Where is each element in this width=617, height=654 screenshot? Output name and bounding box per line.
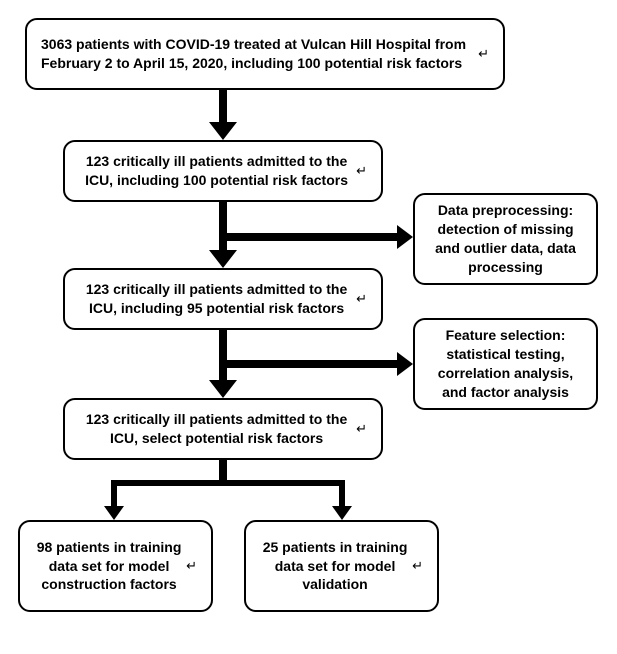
return-symbol: ↵ xyxy=(356,162,367,180)
node-text: Data preprocessing: detection of missing… xyxy=(429,201,582,277)
node-text: 123 critically ill patients admitted to … xyxy=(79,280,354,318)
node-text: 123 critically ill patients admitted to … xyxy=(79,152,354,190)
node-text: 3063 patients with COVID-19 treated at V… xyxy=(41,35,476,73)
edge-arrowhead xyxy=(209,380,237,398)
return-symbol: ↵ xyxy=(412,557,423,575)
edge-arrowhead xyxy=(209,250,237,268)
return-symbol: ↵ xyxy=(356,290,367,308)
edge-line xyxy=(219,202,227,252)
edge-line xyxy=(339,480,345,508)
node-training-construction: 98 patients in training data set for mod… xyxy=(18,520,213,612)
edge-branch-arrowhead xyxy=(397,352,413,376)
edge-line xyxy=(219,460,227,482)
node-text: 123 critically ill patients admitted to … xyxy=(79,410,354,448)
return-symbol: ↵ xyxy=(356,420,367,438)
node-feature-selection: Feature selection: statistical testing, … xyxy=(413,318,598,410)
node-text: Feature selection: statistical testing, … xyxy=(429,326,582,402)
edge-line xyxy=(219,90,227,124)
node-initial-cohort: 3063 patients with COVID-19 treated at V… xyxy=(25,18,505,90)
edge-branch-line xyxy=(223,233,399,241)
node-icu-select-factors: 123 critically ill patients admitted to … xyxy=(63,398,383,460)
edge-arrowhead xyxy=(209,122,237,140)
return-symbol: ↵ xyxy=(478,45,489,63)
node-text: 25 patients in training data set for mod… xyxy=(260,538,410,595)
edge-arrowhead xyxy=(104,506,124,520)
edge-split-line xyxy=(111,480,345,486)
flowchart-canvas: 3063 patients with COVID-19 treated at V… xyxy=(18,18,599,636)
edge-arrowhead xyxy=(332,506,352,520)
node-icu-95factors: 123 critically ill patients admitted to … xyxy=(63,268,383,330)
node-data-preprocessing: Data preprocessing: detection of missing… xyxy=(413,193,598,285)
edge-branch-arrowhead xyxy=(397,225,413,249)
edge-line xyxy=(111,480,117,508)
edge-line xyxy=(219,330,227,382)
return-symbol: ↵ xyxy=(186,557,197,575)
node-training-validation: 25 patients in training data set for mod… xyxy=(244,520,439,612)
node-icu-100factors: 123 critically ill patients admitted to … xyxy=(63,140,383,202)
edge-branch-line xyxy=(223,360,399,368)
node-text: 98 patients in training data set for mod… xyxy=(34,538,184,595)
